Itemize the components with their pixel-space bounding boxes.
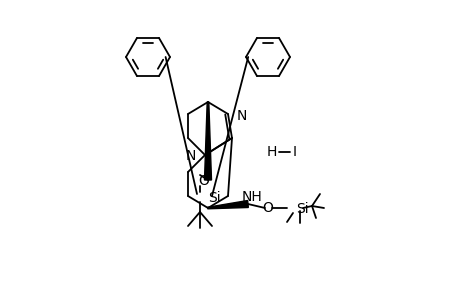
Text: Si: Si [295,202,308,216]
Polygon shape [207,200,248,209]
Text: NH: NH [241,190,262,204]
Text: N: N [236,109,247,123]
Text: N: N [185,149,196,163]
Text: O: O [262,201,273,215]
Text: Si: Si [207,191,220,205]
Text: O: O [198,174,209,188]
Text: H: H [266,145,277,159]
Polygon shape [204,102,211,180]
Text: I: I [292,145,297,159]
